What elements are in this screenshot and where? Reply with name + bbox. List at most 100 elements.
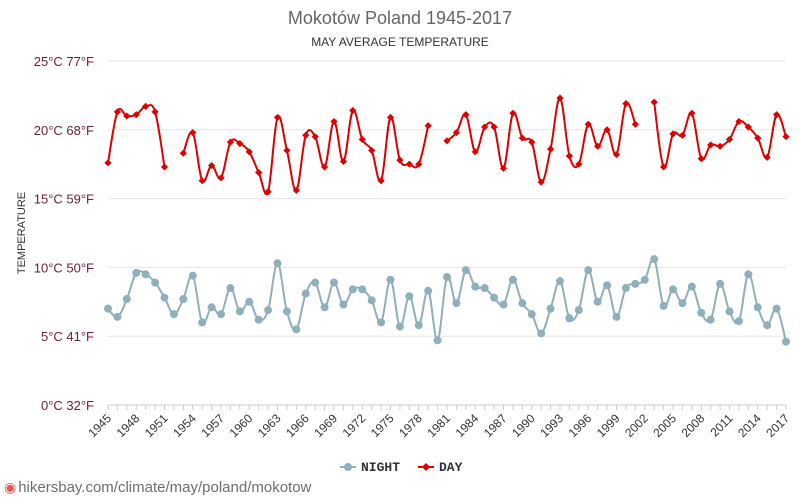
data-point-night[interactable] <box>377 318 386 327</box>
data-point-night[interactable] <box>113 312 122 321</box>
data-point-night[interactable] <box>716 279 725 288</box>
data-point-night[interactable] <box>292 325 301 334</box>
data-point-night[interactable] <box>640 275 649 284</box>
data-point-day[interactable] <box>584 120 592 128</box>
data-point-day[interactable] <box>782 133 790 141</box>
data-point-night[interactable] <box>141 270 150 279</box>
data-point-night[interactable] <box>188 271 197 280</box>
data-point-night[interactable] <box>226 284 235 293</box>
data-point-night[interactable] <box>132 268 141 277</box>
data-point-night[interactable] <box>282 307 291 316</box>
data-point-day[interactable] <box>217 174 225 182</box>
data-point-night[interactable] <box>593 297 602 306</box>
data-point-night[interactable] <box>734 317 743 326</box>
data-point-day[interactable] <box>622 100 630 108</box>
data-point-day[interactable] <box>528 138 536 146</box>
data-point-day[interactable] <box>104 159 112 167</box>
data-point-night[interactable] <box>706 315 715 324</box>
data-point-night[interactable] <box>659 301 668 310</box>
data-point-night[interactable] <box>443 273 451 282</box>
data-point-night[interactable] <box>452 299 461 308</box>
data-point-night[interactable] <box>424 286 433 295</box>
data-point-day[interactable] <box>245 148 253 156</box>
data-point-night[interactable] <box>461 266 470 275</box>
legend-item-day[interactable]: DAY <box>418 460 463 475</box>
data-point-day[interactable] <box>302 131 310 139</box>
data-point-day[interactable] <box>189 128 197 137</box>
data-point-night[interactable] <box>235 307 244 316</box>
data-point-day[interactable] <box>142 102 150 111</box>
data-point-day[interactable] <box>650 98 658 106</box>
data-point-day[interactable] <box>537 178 545 186</box>
data-point-day[interactable] <box>236 139 244 148</box>
data-point-night[interactable] <box>772 304 781 313</box>
data-point-day[interactable] <box>311 133 319 141</box>
data-point-day[interactable] <box>151 108 159 116</box>
data-point-night[interactable] <box>603 281 612 290</box>
data-point-day[interactable] <box>292 186 300 194</box>
data-point-night[interactable] <box>348 285 357 294</box>
data-point-night[interactable] <box>763 321 772 330</box>
data-point-day[interactable] <box>349 106 357 115</box>
data-point-day[interactable] <box>490 123 498 131</box>
data-point-day[interactable] <box>744 123 752 131</box>
data-point-day[interactable] <box>330 117 338 126</box>
data-point-day[interactable] <box>772 111 781 119</box>
data-point-day[interactable] <box>339 157 348 166</box>
data-point-day[interactable] <box>443 137 451 145</box>
data-point-night[interactable] <box>687 282 696 291</box>
data-point-day[interactable] <box>283 146 291 155</box>
legend[interactable]: NIGHT DAY <box>340 460 463 475</box>
data-point-day[interactable] <box>255 168 263 177</box>
data-point-night[interactable] <box>471 282 480 291</box>
data-point-night[interactable] <box>508 275 517 284</box>
data-point-day[interactable] <box>471 148 479 156</box>
data-point-day[interactable] <box>273 113 282 122</box>
data-point-night[interactable] <box>245 297 254 306</box>
data-point-day[interactable] <box>716 142 724 150</box>
data-point-night[interactable] <box>198 318 207 327</box>
data-point-day[interactable] <box>424 122 432 130</box>
data-point-night[interactable] <box>480 284 489 293</box>
data-point-night[interactable] <box>584 266 593 275</box>
data-point-night[interactable] <box>612 312 621 321</box>
data-point-day[interactable] <box>499 164 508 172</box>
data-point-day[interactable] <box>405 160 413 168</box>
data-point-day[interactable] <box>612 150 621 159</box>
data-point-night[interactable] <box>753 303 762 312</box>
data-point-night[interactable] <box>546 304 555 313</box>
data-point-day[interactable] <box>368 146 376 155</box>
data-point-day[interactable] <box>415 160 423 168</box>
data-point-night[interactable] <box>330 278 338 287</box>
data-point-day[interactable] <box>396 156 404 164</box>
data-point-night[interactable] <box>311 278 320 287</box>
data-point-day[interactable] <box>377 177 385 185</box>
data-point-day[interactable] <box>603 126 611 134</box>
data-point-night[interactable] <box>537 329 546 338</box>
data-point-day[interactable] <box>123 112 131 120</box>
footer-link[interactable]: ◉ hikersbay.com/climate/may/poland/mokoto… <box>4 479 311 496</box>
data-point-day[interactable] <box>518 134 526 142</box>
data-point-night[interactable] <box>621 284 630 293</box>
data-point-night[interactable] <box>264 306 273 315</box>
data-point-day[interactable] <box>226 138 235 146</box>
data-point-day[interactable] <box>509 109 517 117</box>
data-point-day[interactable] <box>198 177 206 185</box>
data-point-day[interactable] <box>688 109 696 117</box>
data-point-night[interactable] <box>490 293 499 302</box>
data-point-night[interactable] <box>122 295 131 304</box>
data-point-night[interactable] <box>151 278 160 287</box>
data-point-day[interactable] <box>669 130 677 138</box>
data-point-night[interactable] <box>527 310 536 319</box>
data-point-night[interactable] <box>217 310 225 319</box>
data-point-day[interactable] <box>481 123 489 131</box>
data-point-day[interactable] <box>707 141 715 149</box>
data-point-night[interactable] <box>273 259 282 268</box>
data-point-night[interactable] <box>433 336 442 345</box>
data-point-night[interactable] <box>301 289 310 298</box>
data-point-night[interactable] <box>518 299 527 308</box>
data-point-night[interactable] <box>499 300 508 309</box>
data-point-day[interactable] <box>631 120 639 128</box>
data-point-day[interactable] <box>207 161 216 170</box>
data-point-day[interactable] <box>754 134 762 142</box>
